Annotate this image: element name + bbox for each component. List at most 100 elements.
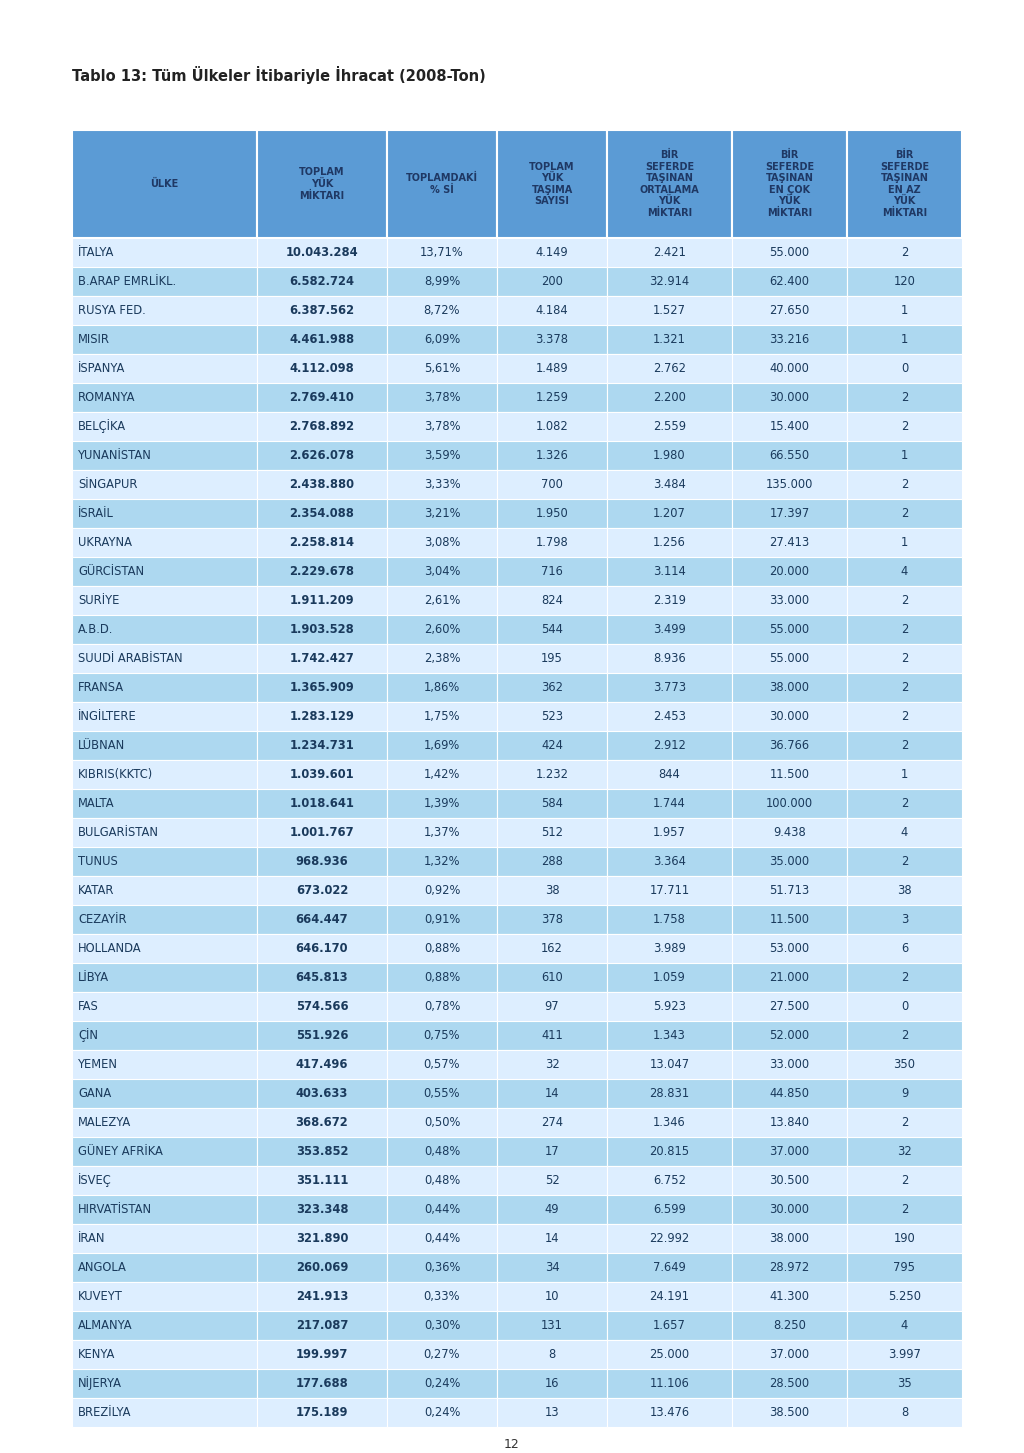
Text: 35: 35	[897, 1377, 912, 1391]
Text: 32: 32	[897, 1145, 912, 1158]
Bar	[607, 1340, 732, 1369]
Text: 2: 2	[901, 681, 908, 695]
Bar	[497, 992, 607, 1021]
Text: 2,38%: 2,38%	[424, 652, 460, 665]
Bar	[847, 498, 962, 527]
Bar	[847, 818, 962, 847]
Text: SURİYE: SURİYE	[78, 594, 120, 607]
Bar	[847, 1369, 962, 1398]
Text: 2: 2	[901, 246, 908, 259]
Bar	[72, 296, 257, 325]
Bar	[847, 238, 962, 267]
Text: 968.936: 968.936	[296, 854, 348, 867]
Bar	[257, 847, 387, 876]
Bar	[847, 963, 962, 992]
Text: 1.957: 1.957	[653, 825, 686, 838]
Bar	[257, 556, 387, 586]
Text: KIBRIS(KKTC): KIBRIS(KKTC)	[78, 769, 154, 782]
Text: 584: 584	[541, 798, 563, 809]
Text: 8.250: 8.250	[773, 1319, 806, 1332]
Text: 368.672: 368.672	[296, 1116, 348, 1129]
Text: 1.326: 1.326	[536, 449, 568, 462]
Bar	[497, 498, 607, 527]
Text: 716: 716	[541, 565, 563, 578]
Bar	[497, 1109, 607, 1138]
Bar	[732, 1252, 847, 1282]
Text: 1.798: 1.798	[536, 536, 568, 549]
Text: SUUDİ ARABİSTAN: SUUDİ ARABİSTAN	[78, 652, 182, 665]
Bar	[257, 644, 387, 673]
Bar	[257, 586, 387, 615]
Text: 2: 2	[901, 1203, 908, 1216]
Text: 13,71%: 13,71%	[420, 246, 464, 259]
Bar	[732, 963, 847, 992]
Bar	[732, 469, 847, 498]
Text: 700: 700	[541, 478, 563, 491]
Text: 2: 2	[901, 1174, 908, 1187]
Text: 30.000: 30.000	[769, 391, 810, 404]
Text: 2.559: 2.559	[653, 420, 686, 433]
Text: 544: 544	[541, 623, 563, 636]
Bar	[72, 673, 257, 702]
Text: 1.018.641: 1.018.641	[290, 798, 354, 809]
Text: 2: 2	[901, 478, 908, 491]
Bar	[257, 355, 387, 384]
Bar	[607, 355, 732, 384]
Text: 0,88%: 0,88%	[424, 942, 460, 955]
Bar	[497, 963, 607, 992]
Bar	[387, 1021, 497, 1051]
Bar	[607, 1282, 732, 1311]
Bar	[497, 702, 607, 731]
Bar	[732, 325, 847, 355]
Bar	[497, 1194, 607, 1223]
Text: 1: 1	[901, 449, 908, 462]
Text: 17.397: 17.397	[769, 507, 810, 520]
Bar	[387, 556, 497, 586]
Text: 1.744: 1.744	[653, 798, 686, 809]
Text: 2: 2	[901, 1029, 908, 1042]
Bar	[607, 1398, 732, 1427]
Bar	[607, 1021, 732, 1051]
Bar	[732, 384, 847, 413]
Text: 55.000: 55.000	[769, 623, 810, 636]
Bar	[732, 1165, 847, 1194]
Bar	[257, 498, 387, 527]
Text: 13.840: 13.840	[769, 1116, 810, 1129]
Bar	[72, 413, 257, 442]
Text: 24.191: 24.191	[649, 1290, 689, 1303]
Bar	[607, 527, 732, 556]
Bar	[732, 1194, 847, 1223]
Bar	[72, 1282, 257, 1311]
Bar	[72, 702, 257, 731]
Bar	[732, 1080, 847, 1109]
Text: 2.319: 2.319	[653, 594, 686, 607]
Bar	[847, 1311, 962, 1340]
Bar	[387, 1340, 497, 1369]
Bar	[387, 413, 497, 442]
Text: MISIR: MISIR	[78, 333, 110, 346]
Bar	[72, 1223, 257, 1252]
Bar	[497, 238, 607, 267]
Bar	[257, 615, 387, 644]
Bar	[257, 1223, 387, 1252]
Text: 824: 824	[541, 594, 563, 607]
Bar	[257, 325, 387, 355]
Text: LİBYA: LİBYA	[78, 971, 110, 984]
Bar	[607, 876, 732, 905]
Bar	[847, 1051, 962, 1080]
Text: 2.762: 2.762	[653, 362, 686, 375]
Bar	[847, 992, 962, 1021]
Text: 1,75%: 1,75%	[424, 711, 460, 724]
Text: 4: 4	[901, 825, 908, 838]
Text: 131: 131	[541, 1319, 563, 1332]
Bar	[607, 267, 732, 296]
Bar	[257, 1051, 387, 1080]
Bar	[257, 238, 387, 267]
Text: 14: 14	[545, 1232, 559, 1245]
Bar	[732, 1021, 847, 1051]
Text: 4.184: 4.184	[536, 304, 568, 317]
Bar	[497, 934, 607, 963]
Text: 1.259: 1.259	[536, 391, 568, 404]
Bar	[257, 1282, 387, 1311]
Text: 403.633: 403.633	[296, 1087, 348, 1100]
